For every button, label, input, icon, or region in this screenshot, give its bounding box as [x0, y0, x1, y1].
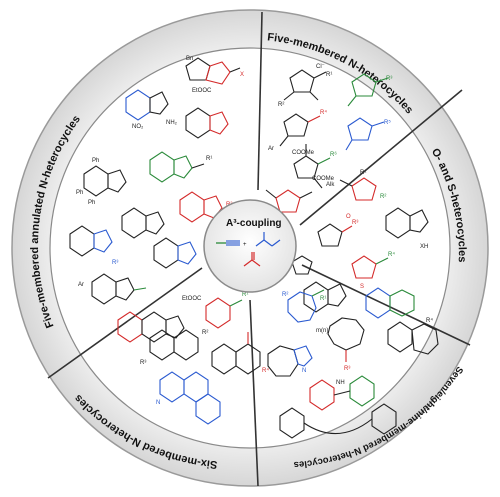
structure-furanone: [317, 223, 353, 247]
structure-benzonaphthyridine: [159, 371, 221, 425]
label: R³: [344, 366, 350, 372]
structure-fused-oxazine: [365, 287, 415, 319]
segment-o-s-labels: Alk R¹ R² R³ R⁴ XH O S: [326, 170, 428, 290]
structure-pyrrolopyridine: [185, 57, 241, 85]
structure-indazole-pyridine: [153, 237, 197, 269]
label: R⁴: [320, 109, 327, 116]
structure-azepine: [287, 289, 325, 323]
label: R³: [112, 260, 118, 266]
structure-dihydroquinoline: [211, 332, 261, 375]
label: Ph: [88, 200, 95, 206]
structure-phthalimide: [121, 207, 165, 239]
structure-thiazolidine: [351, 255, 389, 279]
label: Cl⁻: [316, 64, 325, 70]
structure-triazoloazepine: [267, 345, 313, 377]
structure-dihydropyridine: [205, 297, 243, 329]
label: N: [156, 400, 160, 406]
label: R²: [380, 194, 386, 200]
structure-furan: [291, 255, 313, 275]
label: Ph: [92, 158, 99, 164]
label: NO₂: [132, 124, 144, 130]
label: m(n): [316, 328, 328, 334]
label: R¹: [360, 170, 366, 176]
label: N: [302, 368, 306, 374]
segment-five-membered: [265, 69, 389, 213]
segment-seven-membered: [267, 289, 439, 439]
label: R¹: [242, 292, 248, 298]
structure-dihydropyrrole: [293, 144, 331, 189]
segment-annulated: [69, 57, 241, 343]
reagent-aldehyde: [243, 252, 261, 267]
segment-six-membered: [149, 297, 261, 425]
segment-five-labels: Cl⁻ R¹ R² R³ R⁴ R⁵ R⁶ Ar COOMe COOMe: [268, 64, 392, 182]
center-circle: [203, 199, 297, 293]
segment-seven-labels: R¹ R² R³ R⁴ N NH m(n): [282, 292, 433, 386]
structure-oxazolidinone: [339, 177, 377, 201]
structure-pyrazole: [347, 73, 389, 107]
structure-triazole: [345, 117, 385, 151]
plus-sign: +: [243, 242, 247, 248]
label: Ar: [268, 146, 274, 152]
label: X: [240, 72, 244, 78]
label: COOMe: [292, 150, 315, 156]
label: R¹: [326, 72, 332, 78]
structure-isoindole-aryl: [91, 273, 147, 305]
label: R⁶: [330, 151, 337, 158]
structure-macrocycle: [279, 403, 397, 439]
label: R³: [352, 220, 358, 226]
structure-benzofuran-2: [303, 281, 347, 313]
structure-imidazopyridine: [69, 225, 113, 257]
label: XH: [420, 244, 428, 250]
structure-quinoline: [149, 329, 199, 361]
center-title: A³-coupling: [226, 218, 282, 229]
structure-indenone: [185, 107, 229, 139]
structure-pyrrolium: [283, 69, 327, 101]
structure-dibenzazocine: [309, 375, 375, 411]
segment-o-s-heterocycles: [291, 177, 429, 319]
label: R²: [282, 292, 288, 298]
label: Alk: [326, 182, 335, 188]
label: NH: [336, 380, 345, 386]
label: R⁴: [426, 317, 433, 324]
label: R⁴: [388, 251, 395, 258]
structure-indolizine: [149, 151, 205, 183]
label: R⁵: [384, 119, 391, 126]
reagent-amine: [255, 232, 281, 247]
structure-benzofuran: [385, 207, 429, 239]
label: S: [360, 284, 364, 290]
label: R³: [140, 360, 146, 366]
structure-azaindole: [125, 89, 169, 121]
label: EtOOC: [192, 88, 212, 94]
structure-pyrroline: [279, 113, 321, 147]
label: O: [346, 214, 351, 220]
label: R³: [386, 76, 392, 82]
label: NH₂: [166, 120, 178, 126]
reagent-alkyne: [216, 240, 240, 246]
label: Ar: [78, 282, 84, 288]
label: R¹: [320, 296, 326, 302]
label: R¹: [206, 156, 212, 162]
center-hub: A³-coupling +: [203, 199, 297, 293]
structure-pyrazoloquinoline: [117, 311, 185, 343]
label: Ph: [76, 190, 83, 196]
structure-benzodiazepine: [387, 321, 439, 355]
structure-isoindolinone: [83, 165, 127, 197]
segment-six-labels: EtOOC R¹ R² R³ R⁴ N: [140, 292, 269, 406]
label: R⁴: [262, 367, 269, 374]
label: EtOOC: [182, 296, 202, 302]
label: COOMe: [312, 176, 335, 182]
segment-dividers: [47, 11, 471, 487]
segment-annulated-labels: Bn EtOOC NO₂ NH₂ Ph Ph Ph R¹ R² R³ Ar X: [76, 56, 244, 288]
label: R²: [278, 102, 284, 108]
label: R²: [202, 330, 208, 336]
structure-diazocine: [327, 317, 365, 362]
label: Bn: [186, 56, 193, 62]
